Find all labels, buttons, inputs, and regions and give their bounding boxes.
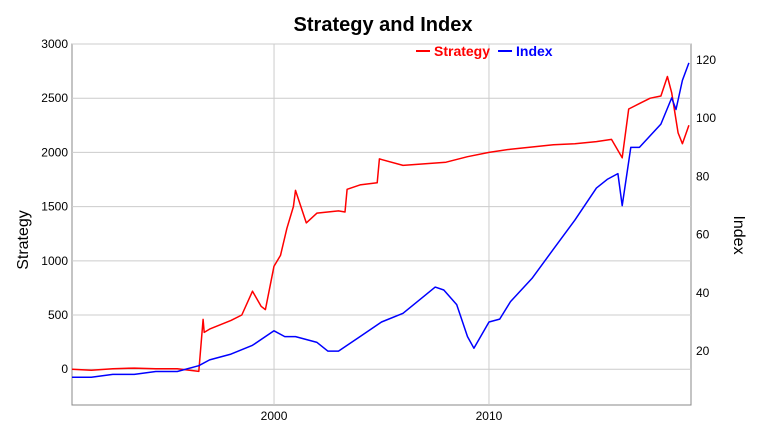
x-axis-ticks: 2000 2010 — [261, 409, 503, 423]
chart-title: Strategy and Index — [294, 14, 473, 36]
legend: Strategy Index — [416, 43, 553, 59]
right-axis-ticks: 20 40 60 80 100 120 — [696, 53, 716, 358]
y-axis-label: Strategy — [15, 210, 32, 270]
y2-tick-label: 60 — [696, 228, 710, 242]
y-tick-label: 0 — [61, 362, 68, 376]
y-tick-label: 500 — [48, 308, 68, 322]
y2-tick-label: 40 — [696, 286, 710, 300]
plot-area — [71, 43, 692, 406]
y2-tick-label: 100 — [696, 111, 716, 125]
x-tick-label: 2010 — [476, 409, 503, 423]
y-tick-label: 1500 — [41, 200, 68, 214]
y-tick-label: 1000 — [41, 254, 68, 268]
legend-label: Strategy — [434, 43, 490, 59]
y2-tick-label: 20 — [696, 344, 710, 358]
y-tick-label: 2500 — [41, 91, 68, 105]
legend-label: Index — [516, 43, 553, 59]
series-line-index — [72, 62, 690, 379]
left-axis-ticks: 0 500 1000 1500 2000 2500 3000 — [41, 37, 68, 376]
y2-tick-label: 80 — [696, 169, 710, 183]
series-lines — [71, 62, 690, 379]
y-tick-label: 2000 — [41, 145, 68, 159]
x-tick-label: 2000 — [261, 409, 288, 423]
series-line-strategy — [71, 75, 690, 373]
y2-axis-label: Index — [730, 215, 747, 254]
y2-tick-label: 120 — [696, 53, 716, 67]
y-tick-label: 3000 — [41, 37, 68, 51]
